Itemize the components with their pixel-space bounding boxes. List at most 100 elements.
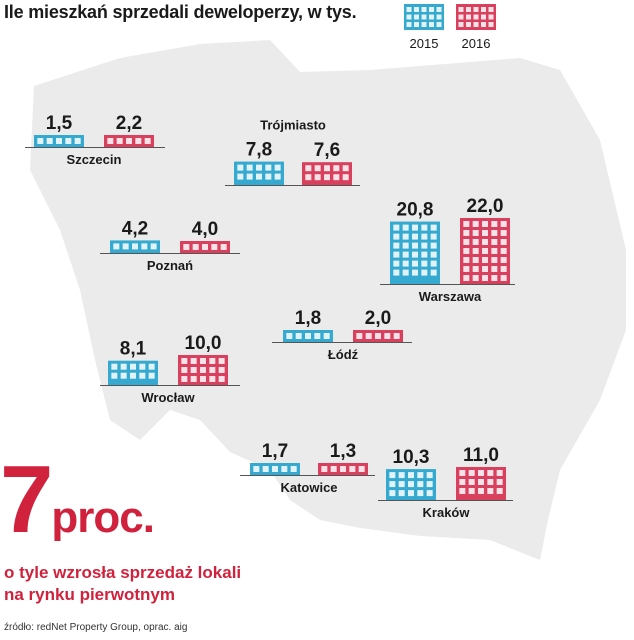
bar-window xyxy=(487,470,494,476)
value-label-krakow-2016: 11,0 xyxy=(463,445,499,466)
legend-window xyxy=(466,14,471,20)
bar-window xyxy=(430,251,437,258)
bar-window xyxy=(107,138,114,144)
bar-window xyxy=(135,138,142,144)
bar-window xyxy=(393,242,400,249)
bars-layer: 1,5 2,2 Szczecin 7,8 7,6 Trójmiasto 20,8 22,0 Wa… xyxy=(25,113,515,520)
bar-window xyxy=(393,233,400,240)
bar-window xyxy=(468,488,475,494)
bar-window xyxy=(305,174,312,181)
bar-katowice-2016 xyxy=(318,463,368,475)
value-label-wroclaw-2015: 8,1 xyxy=(120,339,147,360)
bar-window xyxy=(398,490,405,497)
bar-window xyxy=(426,490,433,497)
bar-window xyxy=(482,248,488,254)
bar-window xyxy=(218,376,225,382)
bar-window xyxy=(274,164,281,171)
city-label-warszawa: Warszawa xyxy=(419,289,482,304)
legend-window xyxy=(421,14,427,20)
bar-window xyxy=(491,266,498,272)
bar-window xyxy=(46,138,53,144)
bar-window xyxy=(482,221,488,227)
legend-window xyxy=(436,7,442,12)
legend-window xyxy=(473,22,479,27)
bar-window xyxy=(323,333,330,339)
bar-window xyxy=(496,488,503,494)
city-group-trojmiasto: 7,8 7,6 Trójmiasto xyxy=(225,118,360,186)
bar-window xyxy=(139,363,146,370)
bar-window xyxy=(426,472,433,479)
bar-window xyxy=(463,221,470,227)
legend-window xyxy=(481,14,486,20)
value-label-szczecin-2016: 2,2 xyxy=(116,113,142,134)
bar-window xyxy=(398,472,405,479)
city-label-trojmiasto: Trójmiasto xyxy=(260,118,326,133)
bar-window xyxy=(218,367,225,373)
city-label-katowice: Katowice xyxy=(280,480,337,495)
bar-window xyxy=(120,363,127,370)
bar-trojmiasto-2015 xyxy=(234,161,284,185)
legend-window xyxy=(414,14,419,20)
value-label-krakow-2015: 10,3 xyxy=(393,447,430,468)
bar-window xyxy=(472,221,479,227)
legend-window xyxy=(481,7,486,12)
bar-window xyxy=(340,466,346,472)
legend-window xyxy=(429,14,434,20)
bar-szczecin-2016 xyxy=(104,135,154,147)
bar-window xyxy=(463,275,470,281)
bar-window xyxy=(122,243,129,250)
bar-window xyxy=(330,466,337,472)
bar-window xyxy=(402,269,409,276)
bar-window xyxy=(412,224,418,231)
legend-window xyxy=(429,7,434,12)
bar-window xyxy=(491,257,498,263)
bar-window xyxy=(491,221,498,227)
city-label-szczecin: Szczecin xyxy=(67,152,122,167)
legend-window xyxy=(436,22,442,27)
legend-label-2016: 2016 xyxy=(462,36,491,51)
bar-poznan-2016 xyxy=(180,241,230,253)
bar-window xyxy=(349,466,356,472)
bar-window xyxy=(202,244,208,250)
bar-krakow-2016 xyxy=(456,467,506,500)
bar-window xyxy=(402,224,409,231)
bar-window xyxy=(314,333,321,339)
value-label-poznan-2016: 4,0 xyxy=(192,219,218,240)
legend-window xyxy=(406,14,412,20)
legend-entry-2015: 2015 xyxy=(404,4,444,51)
city-group-szczecin: 1,5 2,2 Szczecin xyxy=(25,113,165,167)
bar-window xyxy=(430,233,437,240)
bar-window xyxy=(183,244,190,250)
bar-wroclaw-2016 xyxy=(178,355,228,385)
bar-window xyxy=(286,333,293,339)
bar-window xyxy=(272,466,278,472)
bar-lodz-2015 xyxy=(283,330,333,342)
city-group-lodz: 1,8 2,0 Łódź xyxy=(272,308,412,362)
city-label-poznan: Poznań xyxy=(147,258,193,273)
bar-window xyxy=(412,269,418,276)
bar-body-trojmiasto-2016 xyxy=(302,162,352,185)
bar-window xyxy=(200,376,206,382)
bar-window xyxy=(190,367,197,373)
bar-warszawa-2015 xyxy=(390,221,440,284)
legend-window xyxy=(458,22,464,27)
legend-window xyxy=(436,14,442,20)
bar-window xyxy=(113,243,120,250)
bar-window xyxy=(500,266,507,272)
bar-window xyxy=(459,479,466,485)
bar-window xyxy=(389,481,396,488)
bar-window xyxy=(421,260,428,267)
bar-window xyxy=(430,269,437,276)
bar-window xyxy=(430,242,437,249)
bar-window xyxy=(384,333,391,339)
bar-window xyxy=(430,260,437,267)
value-label-poznan-2015: 4,2 xyxy=(122,218,148,239)
bar-window xyxy=(246,173,253,180)
bar-window xyxy=(365,333,372,339)
bar-window xyxy=(491,275,498,281)
bar-window xyxy=(200,367,206,373)
bar-window xyxy=(430,224,437,231)
value-label-wroclaw-2016: 10,0 xyxy=(185,333,222,354)
bar-window xyxy=(393,251,400,258)
chart-title: Ile mieszkań sprzedali deweloperzy, w ty… xyxy=(4,2,357,22)
